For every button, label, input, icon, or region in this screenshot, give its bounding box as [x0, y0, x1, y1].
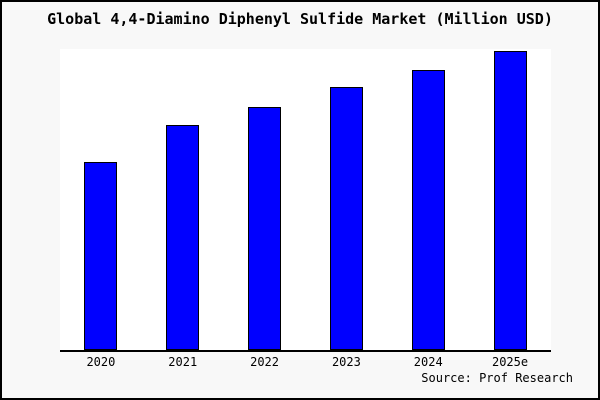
bar-2024	[411, 70, 445, 350]
bar-slot	[60, 49, 142, 350]
x-tick-label-2023: 2023	[331, 355, 361, 369]
bar-slot	[305, 49, 387, 350]
bar-slot	[142, 49, 224, 350]
x-axis-labels: 2020 2021 2022 2023 2024 2025e	[60, 355, 551, 369]
x-axis-line	[60, 350, 551, 352]
x-tick-label-2022: 2022	[250, 355, 280, 369]
bar-slot	[387, 49, 469, 350]
bars-container	[60, 49, 551, 350]
chart-title: Global 4,4-Diamino Diphenyl Sulfide Mark…	[47, 10, 553, 28]
bar-2025e	[493, 51, 527, 350]
bar-2022	[248, 107, 282, 350]
bar-2020	[84, 161, 118, 350]
bar-slot	[469, 49, 551, 350]
x-tick-label-2020: 2020	[86, 355, 116, 369]
bar-2023	[329, 86, 363, 350]
x-tick-label-2021: 2021	[168, 355, 198, 369]
source-credit: Source: Prof Research	[421, 371, 573, 385]
x-tick-label-2024: 2024	[413, 355, 443, 369]
bar-slot	[224, 49, 306, 350]
bar-2021	[166, 124, 200, 350]
plot-area	[60, 49, 551, 352]
x-tick-label-2025e: 2025e	[491, 355, 529, 369]
